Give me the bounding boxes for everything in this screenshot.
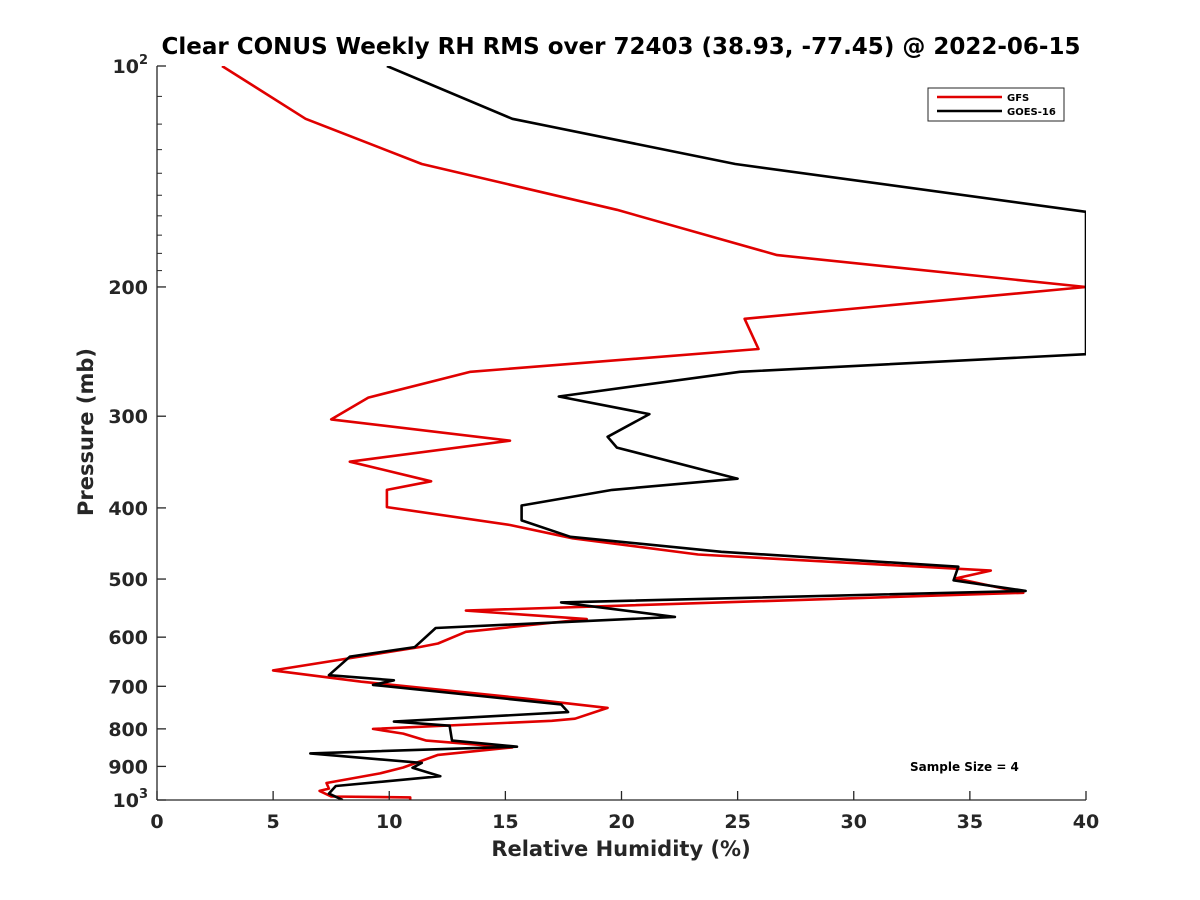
series-line-goes16 xyxy=(309,66,1086,800)
chart-title: Clear CONUS Weekly RH RMS over 72403 (38… xyxy=(162,34,1081,60)
y-tick-label: 500 xyxy=(108,569,148,591)
x-tick-label: 15 xyxy=(492,811,518,833)
y-tick-label: 400 xyxy=(108,498,148,520)
x-axis-ticks: 0 5 10 15 20 25 30 35 40 xyxy=(150,791,1099,833)
y-tick-label: 200 xyxy=(108,277,148,299)
x-tick-label: 0 xyxy=(150,811,163,833)
y-axis-ticks: 102 200 300 400 500 600 700 800 900 103 xyxy=(108,53,166,812)
y-axis-label: Pressure (mb) xyxy=(74,348,98,516)
legend-label-goes16: GOES-16 xyxy=(1007,107,1056,118)
x-tick-label: 10 xyxy=(376,811,402,833)
x-tick-label: 40 xyxy=(1073,811,1099,833)
y-tick-label: 103 xyxy=(113,787,149,812)
x-tick-label: 35 xyxy=(957,811,983,833)
legend-label-gfs: GFS xyxy=(1007,93,1029,104)
series-line-gfs xyxy=(221,66,1086,800)
y-tick-label: 900 xyxy=(108,756,148,778)
y-tick-label: 600 xyxy=(108,627,148,649)
y-tick-label: 800 xyxy=(108,719,148,741)
legend-box xyxy=(927,87,1065,122)
x-tick-label: 20 xyxy=(608,811,634,833)
y-tick-label: 102 xyxy=(113,53,149,78)
x-tick-label: 25 xyxy=(724,811,750,833)
sample-size-annotation: Sample Size = 4 xyxy=(910,760,1019,774)
y-tick-label: 300 xyxy=(108,406,148,428)
x-tick-label: 30 xyxy=(841,811,867,833)
y-tick-label: 700 xyxy=(108,676,148,698)
x-axis-label: Relative Humidity (%) xyxy=(491,837,750,861)
plot-area xyxy=(156,66,1086,801)
legend: GFS GOES-16 xyxy=(927,87,1065,122)
x-tick-label: 5 xyxy=(267,811,280,833)
